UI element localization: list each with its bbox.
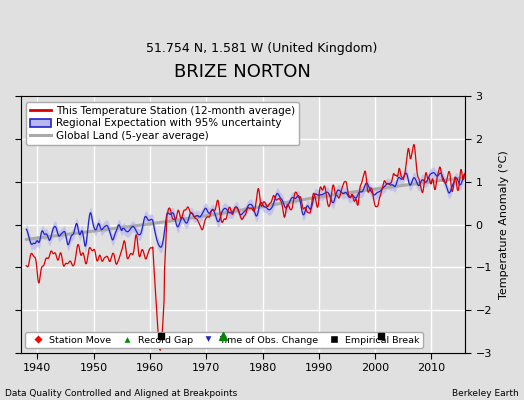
Text: 51.754 N, 1.581 W (United Kingdom): 51.754 N, 1.581 W (United Kingdom) [146, 42, 378, 55]
Legend: Station Move, Record Gap, Time of Obs. Change, Empirical Break: Station Move, Record Gap, Time of Obs. C… [25, 332, 423, 348]
Text: Berkeley Earth: Berkeley Earth [452, 389, 519, 398]
Text: Data Quality Controlled and Aligned at Breakpoints: Data Quality Controlled and Aligned at B… [5, 389, 237, 398]
Title: BRIZE NORTON: BRIZE NORTON [174, 63, 311, 81]
Y-axis label: Temperature Anomaly (°C): Temperature Anomaly (°C) [499, 150, 509, 299]
